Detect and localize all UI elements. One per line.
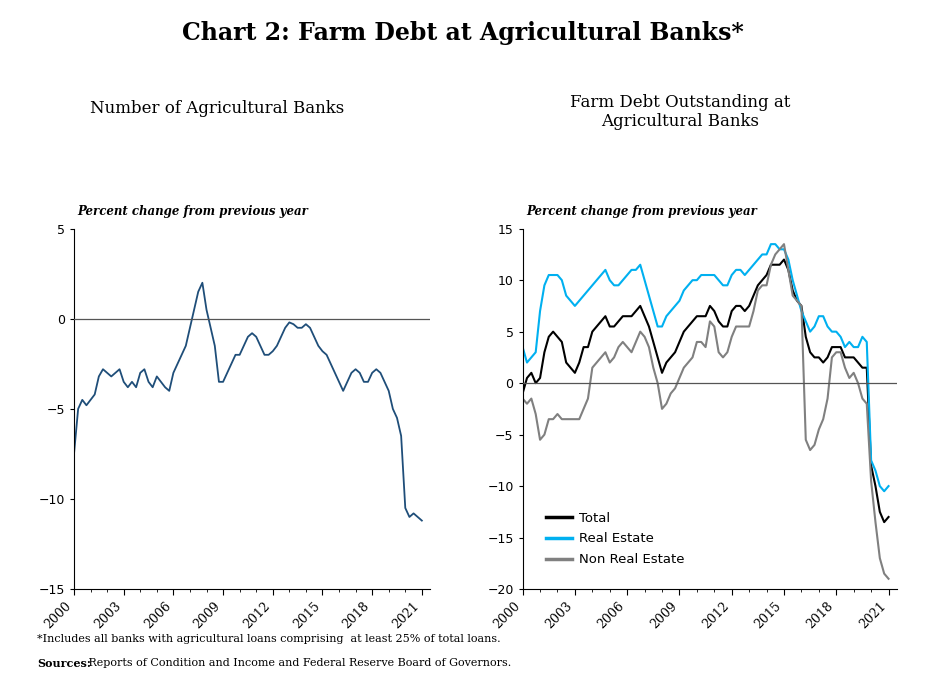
- Non Real Estate: [883, 574, 894, 583]
- Real Estate: [765, 240, 776, 248]
- Total: [700, 312, 711, 320]
- Real Estate: [578, 292, 589, 300]
- Text: Chart 2: Farm Debt at Agricultural Banks*: Chart 2: Farm Debt at Agricultural Banks…: [181, 21, 744, 45]
- Real Estate: [630, 265, 641, 274]
- Total: [644, 322, 655, 331]
- Legend: Total, Real Estate, Non Real Estate: Total, Real Estate, Non Real Estate: [540, 507, 689, 572]
- Text: Number of Agricultural Banks: Number of Agricultural Banks: [91, 100, 344, 118]
- Total: [578, 343, 589, 351]
- Real Estate: [866, 456, 877, 464]
- Non Real Estate: [626, 348, 637, 356]
- Text: *Includes all banks with agricultural loans comprising  at least 25% of total lo: *Includes all banks with agricultural lo…: [37, 634, 500, 644]
- Total: [866, 462, 877, 470]
- Total: [626, 312, 637, 320]
- Total: [630, 307, 641, 315]
- Real Estate: [883, 482, 894, 490]
- Real Estate: [644, 292, 655, 300]
- Non Real Estate: [630, 337, 641, 346]
- Total: [879, 518, 890, 526]
- Text: Sources:: Sources:: [37, 658, 91, 669]
- Real Estate: [626, 265, 637, 274]
- Non Real Estate: [578, 405, 589, 413]
- Real Estate: [517, 343, 528, 351]
- Total: [779, 256, 790, 264]
- Real Estate: [700, 271, 711, 279]
- Line: Non Real Estate: Non Real Estate: [523, 244, 889, 579]
- Text: Reports of Condition and Income and Federal Reserve Board of Governors.: Reports of Condition and Income and Fede…: [85, 658, 512, 668]
- Text: Percent change from previous year: Percent change from previous year: [78, 205, 308, 218]
- Non Real Estate: [866, 477, 877, 485]
- Total: [883, 513, 894, 521]
- Non Real Estate: [779, 240, 790, 248]
- Non Real Estate: [700, 343, 711, 351]
- Total: [517, 389, 528, 398]
- Non Real Estate: [644, 343, 655, 351]
- Text: Farm Debt Outstanding at
Agricultural Banks: Farm Debt Outstanding at Agricultural Ba…: [570, 94, 790, 130]
- Line: Real Estate: Real Estate: [523, 244, 889, 491]
- Text: Percent change from previous year: Percent change from previous year: [526, 205, 758, 218]
- Real Estate: [879, 487, 890, 495]
- Line: Total: Total: [523, 260, 889, 522]
- Non Real Estate: [517, 394, 528, 403]
